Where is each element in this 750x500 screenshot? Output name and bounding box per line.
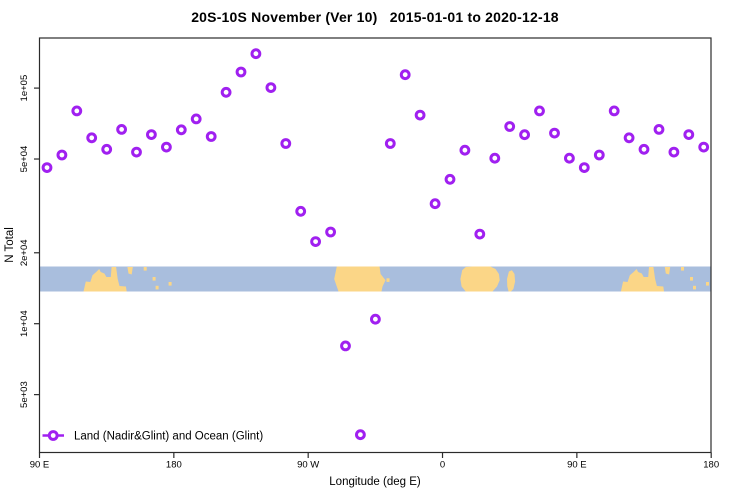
x-tick-label: 90 W xyxy=(297,460,319,471)
land-madagascar xyxy=(507,270,516,292)
data-point xyxy=(116,123,127,135)
data-point xyxy=(489,152,501,164)
data-point xyxy=(504,121,516,132)
land-new-guinea-tip xyxy=(127,267,133,275)
data-point xyxy=(384,138,396,149)
data-point xyxy=(519,129,530,141)
data-point xyxy=(250,48,262,60)
data-point xyxy=(340,340,351,352)
island-dot xyxy=(152,277,156,281)
data-point xyxy=(399,69,411,81)
x-axis-ticks: 90 E 180 90 W 0 90 E 180 xyxy=(30,452,719,471)
map-band xyxy=(39,266,711,292)
data-point xyxy=(429,198,441,210)
data-point xyxy=(220,86,232,98)
data-point xyxy=(593,149,605,161)
data-point xyxy=(175,124,187,136)
x-tick-label: 0 xyxy=(440,460,445,471)
data-point xyxy=(71,105,83,117)
data-points xyxy=(41,48,710,441)
data-point xyxy=(56,149,68,161)
data-point xyxy=(295,205,307,217)
data-point xyxy=(235,66,247,78)
island-dot xyxy=(681,267,684,271)
data-point xyxy=(86,132,98,144)
x-tick-label: 90 E xyxy=(567,460,587,471)
data-point xyxy=(161,141,172,153)
legend-label: Land (Nadir&Glint) and Ocean (Glint) xyxy=(74,431,263,443)
data-point xyxy=(131,146,142,158)
data-point xyxy=(668,146,680,158)
data-point xyxy=(146,129,157,141)
y-tick-label: 1e+04 xyxy=(19,310,30,337)
data-point xyxy=(444,173,456,185)
data-point xyxy=(414,109,426,121)
data-point xyxy=(549,127,560,139)
land-south-america xyxy=(334,266,386,292)
data-point xyxy=(265,82,277,93)
island-dot xyxy=(693,285,696,290)
y-axis-ticks: 5e+03 1e+04 2e+04 5e+04 1e+05 xyxy=(19,75,40,408)
land-new-guinea-tip-repeat xyxy=(664,267,671,275)
data-point xyxy=(564,152,575,164)
data-point xyxy=(623,132,635,144)
data-point xyxy=(41,162,53,174)
data-point xyxy=(474,228,486,240)
x-tick-label: 180 xyxy=(703,460,719,471)
data-point xyxy=(325,226,337,238)
land-africa xyxy=(460,266,500,292)
legend-marker-icon xyxy=(47,430,59,441)
data-point xyxy=(683,129,695,141)
data-point xyxy=(101,143,113,155)
x-axis-title: Longitude (deg E) xyxy=(329,476,421,488)
x-tick-label: 90 E xyxy=(30,460,50,471)
x-tick-label: 180 xyxy=(166,460,182,471)
y-tick-label: 1e+05 xyxy=(19,75,30,102)
data-point xyxy=(653,123,665,135)
data-point xyxy=(578,162,590,174)
data-point xyxy=(190,113,202,125)
data-point xyxy=(459,144,471,156)
data-point xyxy=(355,429,366,441)
data-point xyxy=(698,141,710,153)
island-dot xyxy=(155,285,159,290)
data-point xyxy=(280,138,292,149)
data-point xyxy=(534,105,545,117)
data-point xyxy=(638,143,650,155)
data-point xyxy=(370,313,381,325)
island-dot xyxy=(706,282,709,286)
data-point xyxy=(608,105,620,117)
land-australia xyxy=(83,267,127,292)
y-tick-label: 5e+03 xyxy=(19,381,30,408)
island-dot xyxy=(690,277,693,281)
chart-title: 20S-10S November (Ver 10) 2015-01-01 to … xyxy=(191,9,559,25)
legend: Land (Nadir&Glint) and Ocean (Glint) xyxy=(42,430,263,443)
data-point xyxy=(310,236,322,248)
island-dot xyxy=(386,278,390,282)
plot-box xyxy=(38,37,712,454)
data-point xyxy=(205,131,217,142)
island-dot xyxy=(143,267,147,271)
land-australia-repeat xyxy=(620,267,664,292)
y-tick-label: 5e+04 xyxy=(19,146,30,173)
island-dot xyxy=(168,282,172,286)
y-tick-label: 2e+04 xyxy=(19,239,30,266)
